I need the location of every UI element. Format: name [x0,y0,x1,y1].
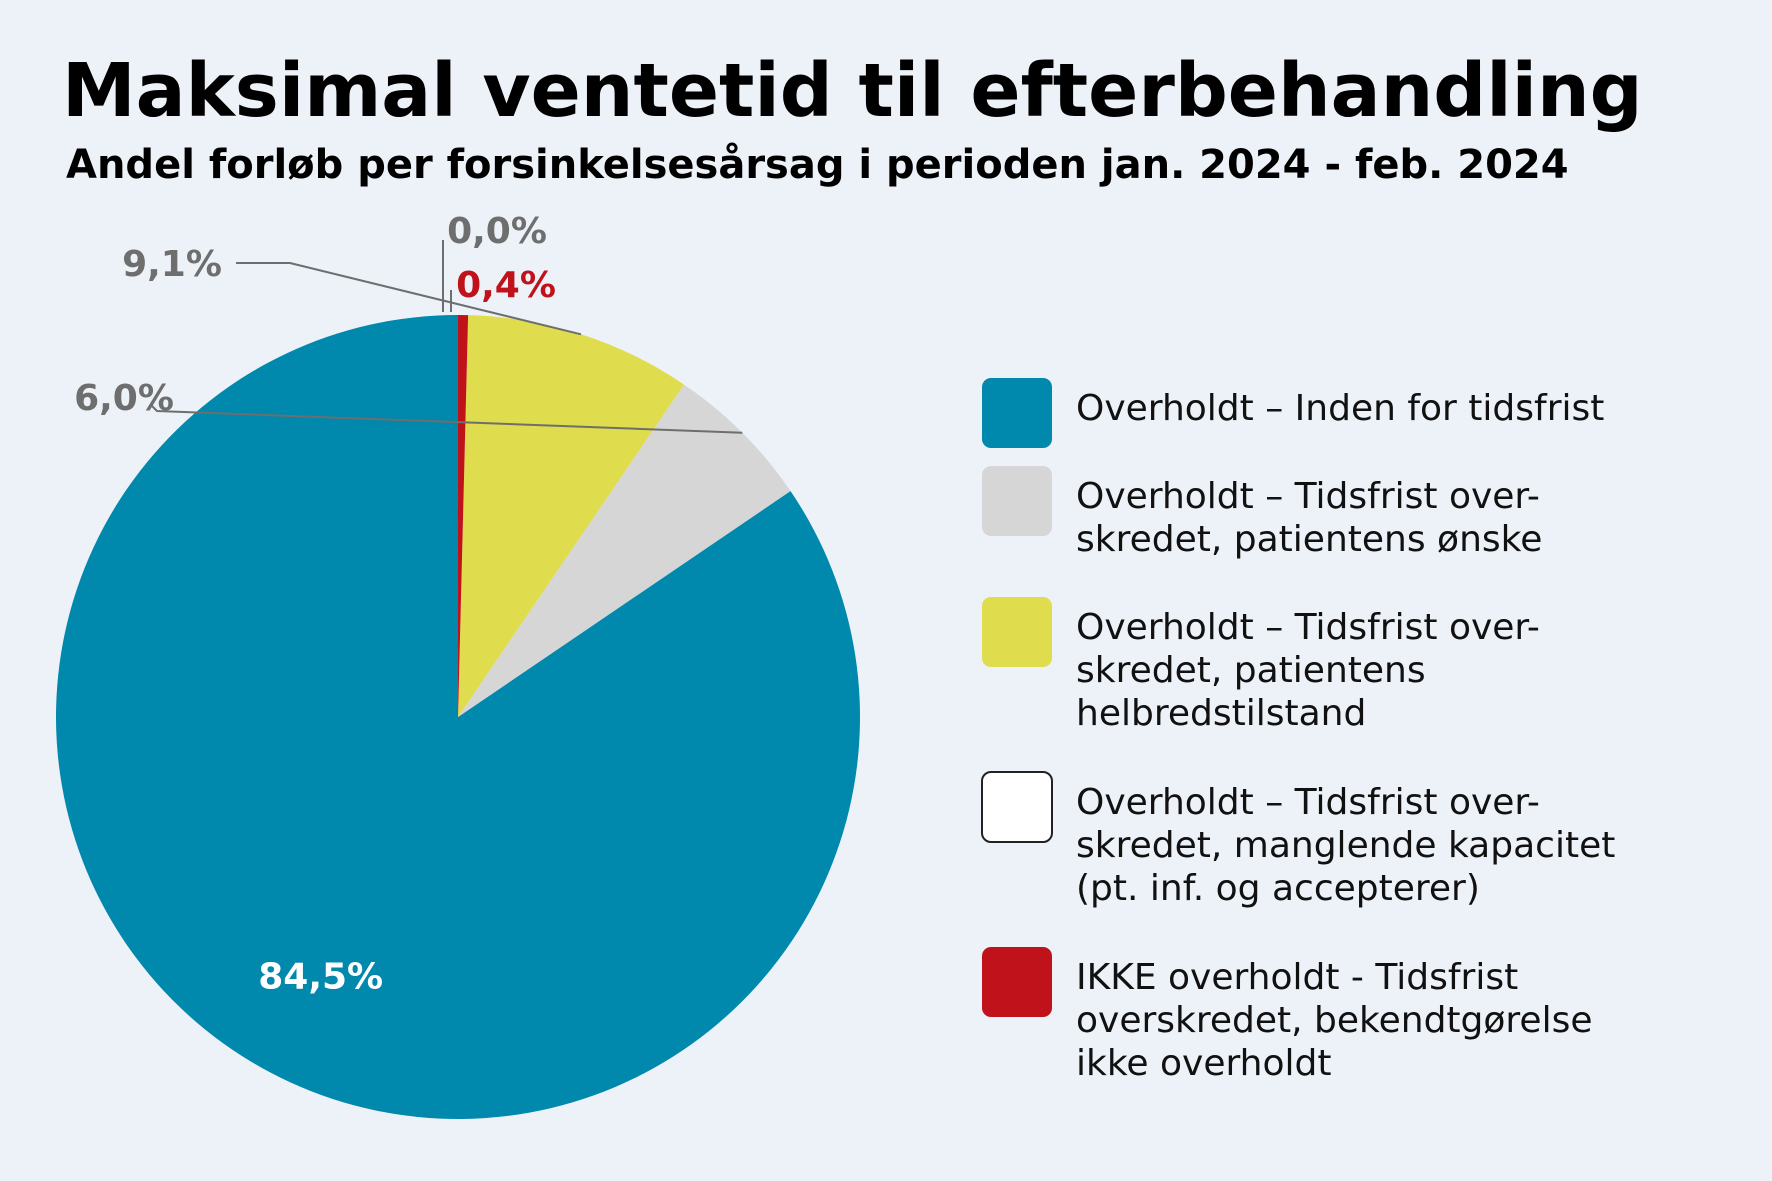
pie-slices [56,315,861,1119]
legend-label-3-line-0: Overholdt – Tidsfrist over- [1076,782,1540,823]
legend-swatch-1 [982,466,1052,536]
data-label-9-1: 9,1% [122,244,222,285]
chart-subtitle: Andel forløb per forsinkelsesårsag i per… [66,141,1569,188]
leader-line-9-1 [236,262,582,336]
data-label-84-5: 84,5% [258,956,383,997]
legend-swatch-4 [982,947,1052,1017]
legend-swatch-0 [982,378,1052,448]
legend-label-2-line-0: Overholdt – Tidsfrist over- [1076,607,1540,648]
pie-slice-9-1 [458,315,684,717]
pie-slice-6-0 [458,384,791,717]
legend: Overholdt – Inden for tidsfrist Overholdt… [981,378,1615,1084]
legend-label-4-line-2: ikke overholdt [1076,1043,1331,1084]
pie-slice-0-4 [458,315,469,717]
pie-slice-84-5 [56,315,861,1119]
data-labels: 84,5% 6,0% 9,1% 0,0% 0,4% [74,211,556,997]
legend-swatch-2 [982,597,1052,667]
legend-label-3-line-2: (pt. inf. og accepterer) [1076,868,1480,909]
chart-title: Maksimal ventetid til efterbehandling [62,48,1643,134]
leader-lines [149,240,743,434]
legend-label-4-line-1: overskredet, bekendtgørelse [1076,1000,1592,1041]
legend-label-1-line-0: Overholdt – Tidsfrist over- [1076,476,1540,517]
legend-label-0-line-0: Overholdt – Inden for tidsfrist [1076,388,1604,429]
legend-label-2-line-2: helbredstilstand [1076,693,1366,734]
legend-label-2-line-1: skredet, patientens [1076,650,1426,691]
legend-swatch-3 [981,771,1053,843]
data-label-6-0: 6,0% [74,378,174,419]
data-label-0-4: 0,4% [456,265,556,306]
data-label-0-0: 0,0% [447,211,547,252]
leader-line-6-0 [149,403,743,434]
legend-label-3-line-1: skredet, manglende kapacitet [1076,825,1615,866]
legend-label-4-line-0: IKKE overholdt - Tidsfrist [1076,957,1518,998]
legend-label-1-line-1: skredet, patientens ønske [1076,519,1542,560]
